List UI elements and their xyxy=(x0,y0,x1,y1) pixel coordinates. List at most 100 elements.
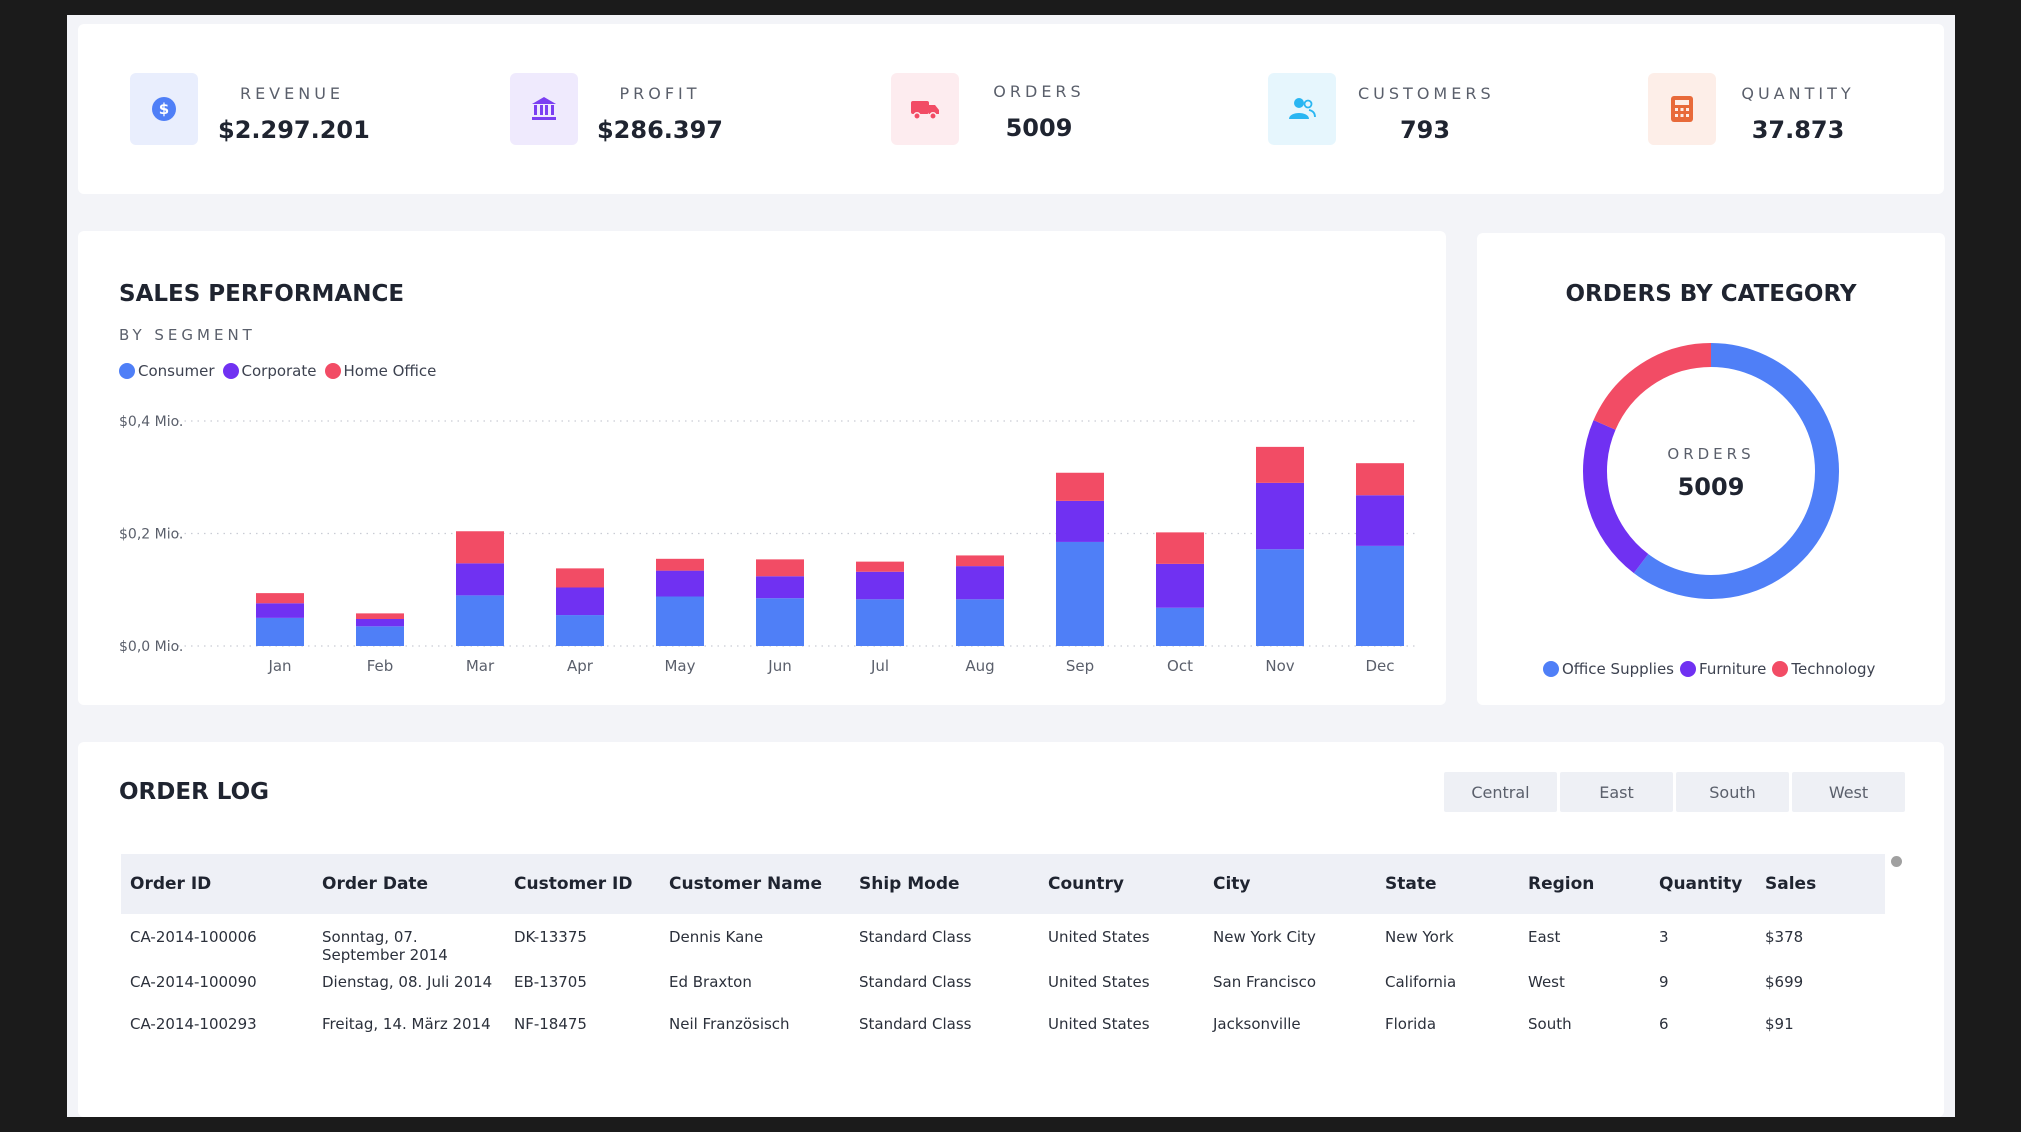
legend-item-office-supplies[interactable]: Office Supplies xyxy=(1543,660,1674,678)
bar-segment-corporate[interactable] xyxy=(456,563,504,596)
bar-segment-consumer[interactable] xyxy=(1256,549,1304,646)
column-header[interactable]: Order Date xyxy=(322,874,429,894)
x-tick-label: Jan xyxy=(267,657,291,675)
table-scrollbar-thumb[interactable] xyxy=(1891,856,1902,867)
kpi-label: PROFIT xyxy=(619,84,701,103)
legend-item-home-office[interactable]: Home Office xyxy=(324,362,436,380)
table-row[interactable]: CA-2014-100293 Freitag, 14. März 2014 NF… xyxy=(121,1015,1885,1055)
cell-order-date: Freitag, 14. März 2014 xyxy=(322,1015,491,1033)
bar-segment-home-office[interactable] xyxy=(1356,463,1404,496)
column-header[interactable]: Sales xyxy=(1765,874,1817,894)
bar-segment-home-office[interactable] xyxy=(1156,532,1204,564)
column-header[interactable]: Ship Mode xyxy=(859,874,960,894)
sales-subtitle: BY SEGMENT xyxy=(119,326,256,344)
column-header[interactable]: Customer Name xyxy=(669,874,822,894)
bar-segment-corporate[interactable] xyxy=(1256,482,1304,550)
bar-segment-consumer[interactable] xyxy=(1356,545,1404,646)
bar-segment-corporate[interactable] xyxy=(356,619,404,627)
bar-segment-corporate[interactable] xyxy=(556,587,604,616)
bar-segment-home-office[interactable] xyxy=(1256,446,1304,483)
legend-item-technology[interactable]: Technology xyxy=(1772,660,1875,678)
bar-segment-consumer[interactable] xyxy=(456,595,504,646)
column-header[interactable]: Country xyxy=(1048,874,1124,894)
bar-segment-home-office[interactable] xyxy=(856,561,904,572)
legend-item-consumer[interactable]: Consumer xyxy=(119,362,215,380)
bar-segment-corporate[interactable] xyxy=(656,570,704,597)
cell-customer-name: Ed Braxton xyxy=(669,973,752,991)
legend-label: Furniture xyxy=(1699,660,1767,678)
order-log-table: Order ID Order Date Customer ID Customer… xyxy=(121,854,1885,1055)
kpi-value: 37.873 xyxy=(1751,116,1845,144)
tab-south[interactable]: South xyxy=(1676,772,1789,812)
donut-center-label: ORDERS xyxy=(1667,445,1755,463)
tab-east[interactable]: East xyxy=(1560,772,1673,812)
sales-performance-card: SALES PERFORMANCE BY SEGMENT Consumer Co… xyxy=(78,231,1446,705)
bar-segment-consumer[interactable] xyxy=(956,599,1004,646)
bar-segment-home-office[interactable] xyxy=(756,559,804,577)
bar-segment-consumer[interactable] xyxy=(1056,541,1104,646)
cell-sales: $699 xyxy=(1765,973,1804,991)
legend-item-corporate[interactable]: Corporate xyxy=(222,362,317,380)
column-header[interactable]: Customer ID xyxy=(514,874,633,894)
bar-segment-home-office[interactable] xyxy=(1056,472,1104,501)
donut-slice-office-supplies[interactable] xyxy=(1633,343,1839,599)
calculator-icon xyxy=(1648,73,1716,145)
cell-sales: $91 xyxy=(1765,1015,1794,1033)
bar-segment-corporate[interactable] xyxy=(1156,563,1204,608)
bar-segment-home-office[interactable] xyxy=(556,568,604,588)
cell-state: Florida xyxy=(1385,1015,1437,1033)
bar-segment-home-office[interactable] xyxy=(456,531,504,564)
cell-order-id: CA-2014-100006 xyxy=(130,928,257,946)
bar-segment-home-office[interactable] xyxy=(356,613,404,619)
donut-slice-furniture[interactable] xyxy=(1583,420,1649,574)
kpi-orders: ORDERS 5009 xyxy=(838,24,1218,194)
bar-segment-corporate[interactable] xyxy=(756,576,804,599)
bar-segment-consumer[interactable] xyxy=(656,596,704,647)
cell-city: Jacksonville xyxy=(1213,1015,1301,1033)
bar-segment-home-office[interactable] xyxy=(656,558,704,571)
kpi-label: CUSTOMERS xyxy=(1358,84,1495,103)
kpi-customers: CUSTOMERS 793 xyxy=(1218,24,1598,194)
bar-segment-consumer[interactable] xyxy=(256,617,304,646)
region-filter-tabs: Central East South West xyxy=(1444,772,1908,812)
dollar-coin-icon: $ xyxy=(130,73,198,145)
bar-segment-corporate[interactable] xyxy=(1356,495,1404,546)
cell-country: United States xyxy=(1048,973,1150,991)
column-header[interactable]: Quantity xyxy=(1659,874,1743,894)
x-tick-label: Jun xyxy=(767,657,791,675)
tab-west[interactable]: West xyxy=(1792,772,1905,812)
bar-segment-corporate[interactable] xyxy=(956,566,1004,600)
x-tick-label: Jul xyxy=(870,657,889,675)
category-legend: Office Supplies Furniture Technology xyxy=(1543,660,1883,678)
cell-ship-mode: Standard Class xyxy=(859,1015,972,1033)
legend-label: Corporate xyxy=(241,362,317,380)
cell-order-date: Sonntag, 07. September 2014 xyxy=(322,928,448,964)
bar-segment-consumer[interactable] xyxy=(356,626,404,646)
bar-segment-consumer[interactable] xyxy=(1156,607,1204,646)
legend-dot xyxy=(119,363,135,379)
legend-item-furniture[interactable]: Furniture xyxy=(1680,660,1766,678)
bar-segment-corporate[interactable] xyxy=(1056,500,1104,542)
x-tick-label: Dec xyxy=(1365,657,1394,675)
column-header[interactable]: Order ID xyxy=(130,874,212,894)
table-row[interactable]: CA-2014-100006 Sonntag, 07. September 20… xyxy=(121,914,1885,973)
cell-order-id: CA-2014-100293 xyxy=(130,1015,257,1033)
column-header[interactable]: State xyxy=(1385,874,1437,894)
cell-ship-mode: Standard Class xyxy=(859,928,972,946)
donut-slice-technology[interactable] xyxy=(1593,343,1712,430)
kpi-label: ORDERS xyxy=(993,82,1085,101)
column-header[interactable]: Region xyxy=(1528,874,1595,894)
tab-central[interactable]: Central xyxy=(1444,772,1557,812)
bar-segment-consumer[interactable] xyxy=(756,598,804,646)
table-header-row: Order ID Order Date Customer ID Customer… xyxy=(121,854,1885,914)
bar-segment-corporate[interactable] xyxy=(256,603,304,618)
table-row[interactable]: CA-2014-100090 Dienstag, 08. Juli 2014 E… xyxy=(121,973,1885,1015)
x-tick-label: Aug xyxy=(965,657,994,675)
bar-segment-consumer[interactable] xyxy=(556,615,604,646)
bar-segment-home-office[interactable] xyxy=(256,593,304,604)
bar-segment-consumer[interactable] xyxy=(856,599,904,646)
bar-segment-corporate[interactable] xyxy=(856,571,904,600)
bar-segment-home-office[interactable] xyxy=(956,555,1004,567)
kpi-value: $2.297.201 xyxy=(218,116,370,144)
column-header[interactable]: City xyxy=(1213,874,1251,894)
